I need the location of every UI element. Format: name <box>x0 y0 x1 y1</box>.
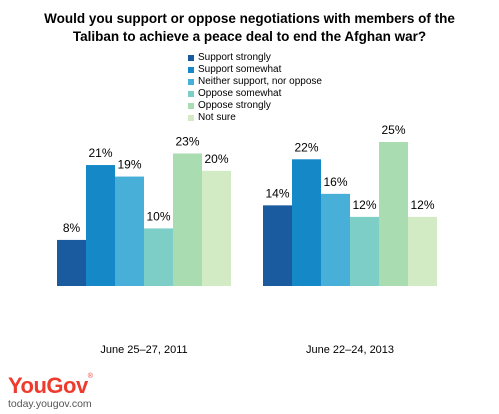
data-label: 12% <box>352 198 376 212</box>
legend-swatch <box>188 79 194 85</box>
legend-swatch <box>188 115 194 121</box>
legend-item: Support strongly <box>188 52 322 64</box>
bar <box>292 159 321 286</box>
legend-swatch <box>188 103 194 109</box>
bar <box>173 153 202 286</box>
legend-item: Not sure <box>188 112 322 124</box>
data-label: 23% <box>175 135 199 149</box>
bar <box>115 176 144 286</box>
legend-item: Oppose strongly <box>188 100 322 112</box>
data-label: 12% <box>410 198 434 212</box>
legend-label: Support somewhat <box>198 64 282 75</box>
legend-item: Neither support, nor oppose <box>188 76 322 88</box>
chart-title-line-1: Would you support or oppose negotiations… <box>44 11 455 26</box>
bar <box>144 228 173 286</box>
legend-item: Oppose somewhat <box>188 88 322 100</box>
bar <box>379 142 408 286</box>
legend-swatch <box>188 55 194 61</box>
data-label: 22% <box>294 140 318 154</box>
bar <box>350 216 379 286</box>
data-label: 14% <box>265 186 289 200</box>
bar <box>408 216 437 286</box>
legend-swatch <box>188 91 194 97</box>
x-tick-label: June 22–24, 2013 <box>306 344 394 356</box>
bar <box>321 193 350 286</box>
yougov-logo-text: YouGov <box>8 373 88 398</box>
x-tick-label: June 25–27, 2011 <box>100 344 187 356</box>
bar <box>86 165 115 286</box>
footer-url: today.yougov.com <box>8 398 92 410</box>
chart-title: Would you support or oppose negotiations… <box>0 10 499 46</box>
data-label: 19% <box>117 158 141 172</box>
bar <box>263 205 292 286</box>
data-label: 16% <box>323 175 347 189</box>
legend-label: Oppose somewhat <box>198 88 282 99</box>
chart-legend: Support strongly Support somewhat Neither … <box>188 52 322 124</box>
data-label: 21% <box>88 146 112 160</box>
yougov-logo: YouGov® <box>8 373 93 399</box>
legend-item: Support somewhat <box>188 64 322 76</box>
bar <box>57 239 86 286</box>
data-label: 8% <box>63 221 81 235</box>
legend-label: Not sure <box>198 112 236 123</box>
registered-mark: ® <box>87 373 93 380</box>
legend-label: Neither support, nor oppose <box>198 76 322 87</box>
bar <box>202 170 231 286</box>
data-label: 25% <box>381 123 405 137</box>
data-label: 20% <box>204 152 228 166</box>
chart-title-line-2: Taliban to achieve a peace deal to end t… <box>72 29 427 44</box>
data-label: 10% <box>146 209 170 223</box>
legend-swatch <box>188 67 194 73</box>
legend-label: Support strongly <box>198 52 271 63</box>
legend-label: Oppose strongly <box>198 100 271 111</box>
